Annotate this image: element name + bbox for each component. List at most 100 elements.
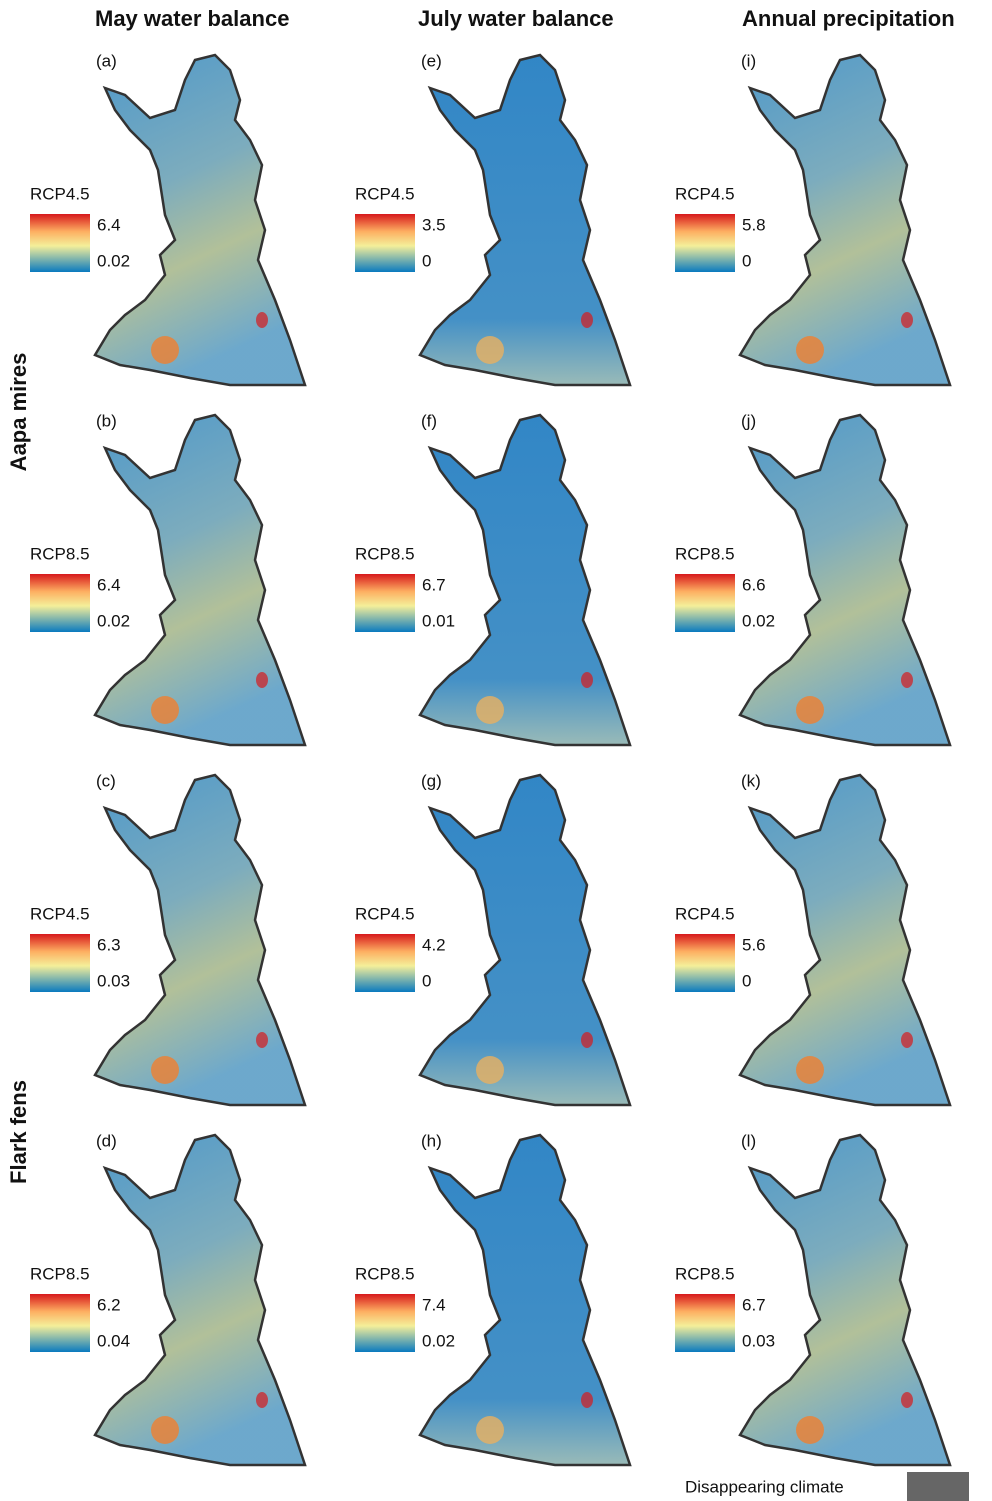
map-hotspot <box>901 1392 913 1408</box>
panel-label: (h) <box>421 1131 442 1150</box>
panel-label: (i) <box>741 51 756 70</box>
panel-label: (c) <box>96 771 116 790</box>
legend-scenario: RCP8.5 <box>355 544 415 563</box>
legend-scenario: RCP8.5 <box>30 1264 90 1283</box>
legend-scenario: RCP4.5 <box>675 904 735 923</box>
map-region <box>740 415 950 745</box>
colorbar-max: 6.4 <box>97 215 121 234</box>
legend-scenario: RCP4.5 <box>355 184 415 203</box>
column-title: Annual precipitation <box>742 6 955 31</box>
colorbar <box>675 934 735 992</box>
panel: (k) RCP4.5 5.6 0 <box>675 771 950 1105</box>
panel-label: (k) <box>741 771 761 790</box>
colorbar-min: 0 <box>422 971 431 990</box>
map-hotspot <box>256 312 268 328</box>
map-hotspot <box>476 696 504 724</box>
colorbar-max: 5.8 <box>742 215 766 234</box>
map-hotspot <box>581 1392 593 1408</box>
colorbar-max: 4.2 <box>422 935 446 954</box>
legend-scenario: RCP4.5 <box>355 904 415 923</box>
colorbar <box>30 574 90 632</box>
panel: (g) RCP4.5 4.2 0 <box>355 771 630 1105</box>
map-hotspot <box>796 696 824 724</box>
colorbar-min: 0.02 <box>422 1331 455 1350</box>
panel-label: (b) <box>96 411 117 430</box>
colorbar <box>675 1294 735 1352</box>
colorbar-max: 6.7 <box>422 575 446 594</box>
colorbar-max: 3.5 <box>422 215 446 234</box>
colorbar-min: 0 <box>422 251 431 270</box>
panel-label: (e) <box>421 51 442 70</box>
colorbar-min: 0.03 <box>97 971 130 990</box>
map-hotspot <box>581 672 593 688</box>
map-hotspot <box>476 1056 504 1084</box>
column-title: May water balance <box>95 6 289 31</box>
panel: (f) RCP8.5 6.7 0.01 <box>355 411 630 745</box>
map-hotspot <box>901 1032 913 1048</box>
panel: (j)RCP8.56.60.02 <box>675 411 950 745</box>
colorbar-max: 6.6 <box>742 575 766 594</box>
map-region <box>740 55 950 385</box>
row-label: Flark fens <box>6 1080 31 1184</box>
panel-label: (d) <box>96 1131 117 1150</box>
panel: (b) RCP8.5 6.4 0.02 <box>30 411 305 745</box>
map-hotspot <box>256 672 268 688</box>
row-label: Aapa mires <box>6 353 31 472</box>
panel: (c)RCP4.56.30.03 <box>30 771 305 1105</box>
map-region <box>420 55 630 385</box>
colorbar-min: 0.02 <box>97 611 130 630</box>
colorbar <box>675 574 735 632</box>
map-region <box>95 775 305 1105</box>
legend-label: Disappearing climate <box>685 1477 844 1496</box>
colorbar-min: 0.03 <box>742 1331 775 1350</box>
map-region <box>740 1135 950 1465</box>
colorbar-min: 0 <box>742 251 751 270</box>
map-region <box>95 55 305 385</box>
panel: (i) RCP4.5 5.8 0 <box>675 51 950 385</box>
map-hotspot <box>901 312 913 328</box>
map-region <box>420 1135 630 1465</box>
colorbar-min: 0.02 <box>97 251 130 270</box>
panel-label: (f) <box>421 411 437 430</box>
map-hotspot <box>151 336 179 364</box>
colorbar <box>355 574 415 632</box>
colorbar-max: 6.4 <box>97 575 121 594</box>
legend-scenario: RCP8.5 <box>675 1264 735 1283</box>
map-hotspot <box>796 336 824 364</box>
legend-scenario: RCP8.5 <box>355 1264 415 1283</box>
map-hotspot <box>151 1056 179 1084</box>
map-region <box>740 775 950 1105</box>
map-hotspot <box>901 672 913 688</box>
panel-label: (g) <box>421 771 442 790</box>
colorbar-max: 6.7 <box>742 1295 766 1314</box>
colorbar-max: 6.2 <box>97 1295 121 1314</box>
colorbar-max: 7.4 <box>422 1295 446 1314</box>
panel-label: (a) <box>96 51 117 70</box>
panel-label: (j) <box>741 411 756 430</box>
map-region <box>420 775 630 1105</box>
colorbar <box>30 934 90 992</box>
panel: (d) RCP8.5 6.2 0.04 <box>30 1131 305 1465</box>
legend-scenario: RCP4.5 <box>675 184 735 203</box>
colorbar-min: 0 <box>742 971 751 990</box>
figure: May water balance July water balance Ann… <box>0 0 992 1501</box>
legend-swatch <box>907 1472 969 1501</box>
panel: (a) RCP4.5 6.4 0.02 <box>30 51 305 385</box>
colorbar-min: 0.02 <box>742 611 775 630</box>
colorbar-max: 5.6 <box>742 935 766 954</box>
map-region <box>420 415 630 745</box>
panel: (h) RCP8.5 7.4 0.02 <box>355 1131 630 1465</box>
legend-scenario: RCP8.5 <box>30 544 90 563</box>
panel: (e) RCP4.5 3.5 0 <box>355 51 630 385</box>
map-hotspot <box>581 1032 593 1048</box>
panel: (l) RCP8.5 6.7 0.03 <box>675 1131 950 1465</box>
colorbar-min: 0.04 <box>97 1331 130 1350</box>
colorbar-min: 0.01 <box>422 611 455 630</box>
colorbar <box>30 214 90 272</box>
legend-scenario: RCP4.5 <box>30 184 90 203</box>
column-title: July water balance <box>418 6 614 31</box>
panel-label: (l) <box>741 1131 756 1150</box>
map-hotspot <box>796 1056 824 1084</box>
map-hotspot <box>476 336 504 364</box>
map-region <box>95 415 305 745</box>
